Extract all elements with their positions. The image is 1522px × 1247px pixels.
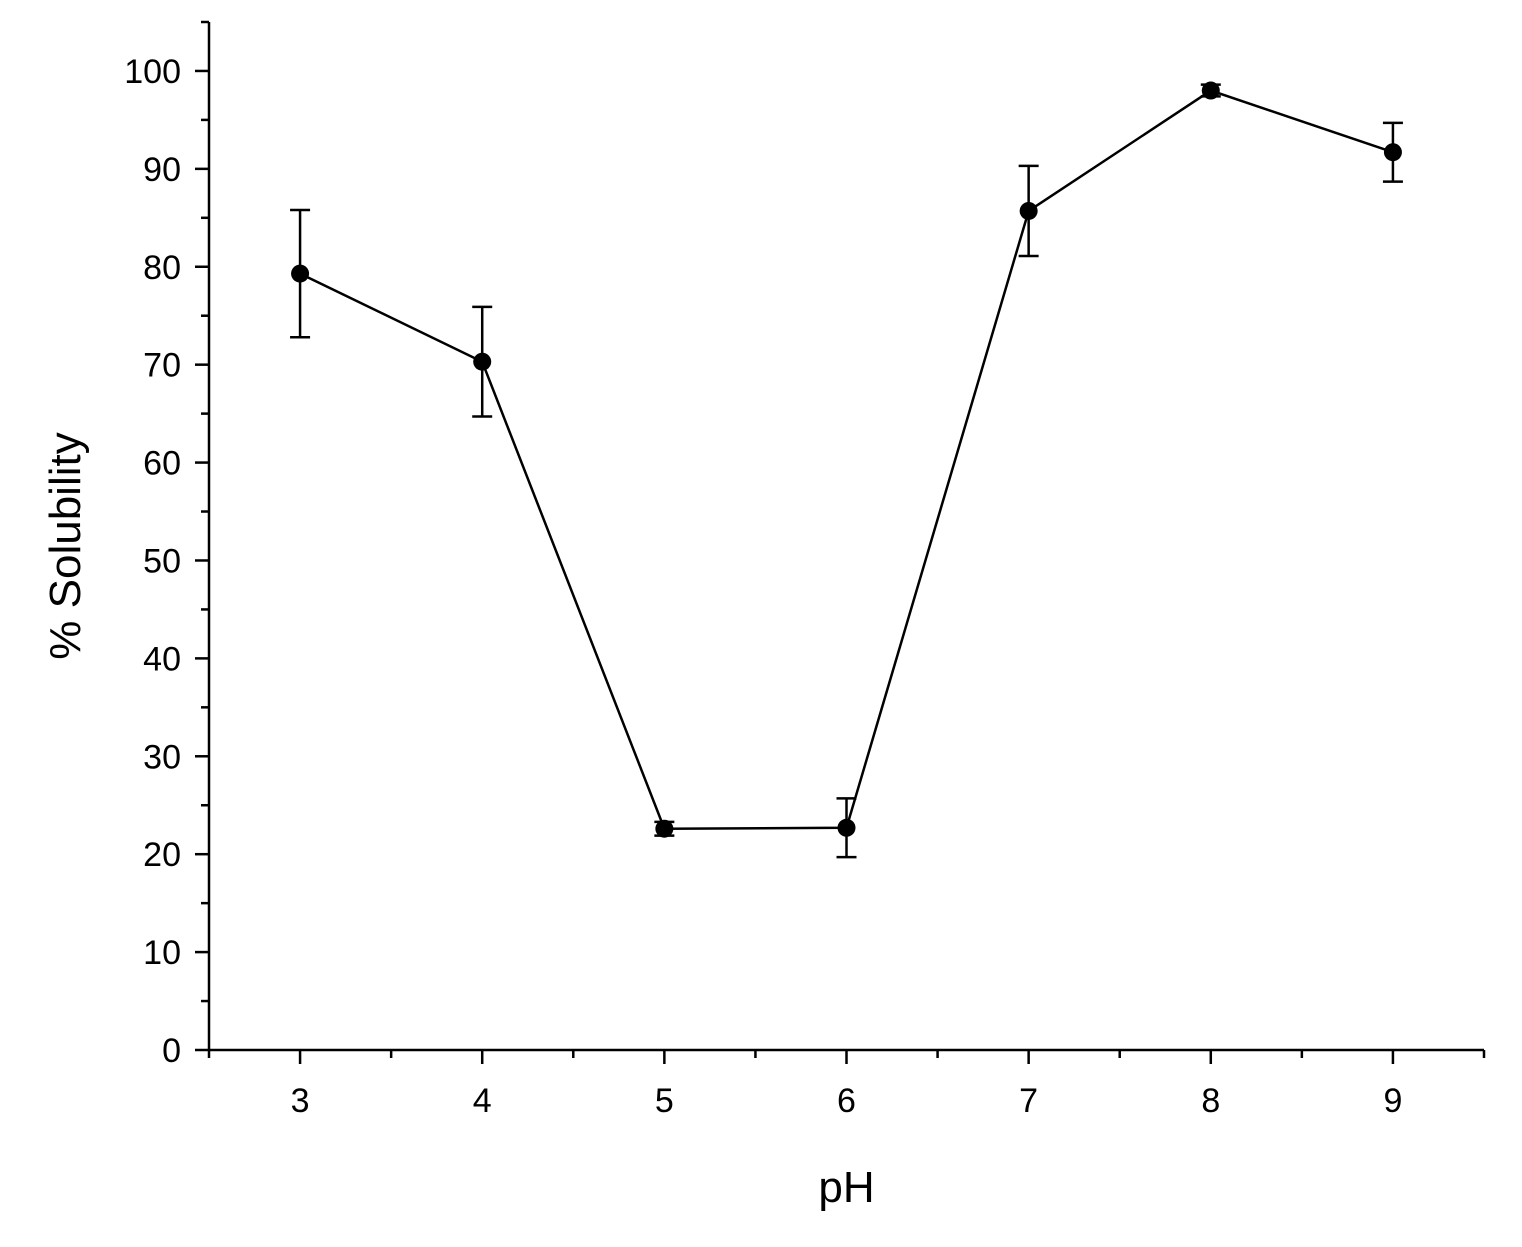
y-tick-label: 0: [162, 1032, 181, 1070]
data-point: [1019, 201, 1038, 220]
x-tick-label: 4: [473, 1082, 492, 1120]
data-point: [655, 819, 674, 838]
y-tick-label: 40: [143, 640, 181, 678]
y-tick-label: 100: [124, 53, 181, 91]
data-point: [473, 352, 492, 371]
x-tick-label: 5: [655, 1082, 674, 1120]
x-tick-label: 3: [291, 1082, 310, 1120]
y-tick-label: 30: [143, 738, 181, 776]
y-tick-label: 90: [143, 151, 181, 189]
y-tick-label: 60: [143, 445, 181, 483]
x-tick-label: 6: [837, 1082, 856, 1120]
y-axis-ticks: 0 10 20 30 40 50 60 70 80 90 100: [124, 20, 209, 1070]
x-tick-label: 9: [1383, 1082, 1402, 1120]
data-point: [1383, 143, 1402, 162]
x-tick-label: 8: [1201, 1082, 1220, 1120]
x-axis-title: pH: [818, 1163, 874, 1212]
y-tick-label: 20: [143, 836, 181, 874]
data-series: [290, 81, 1403, 859]
axes: [207, 22, 1484, 1052]
x-axis-ticks: 3 4 5 6 7 8 9: [207, 1050, 1486, 1120]
data-point: [1201, 81, 1220, 100]
y-tick-label: 80: [143, 249, 181, 287]
y-tick-label: 50: [143, 542, 181, 580]
y-axis-title: % Solubility: [41, 432, 90, 659]
series-line: [299, 89, 1394, 830]
y-tick-label: 70: [143, 347, 181, 385]
data-point: [837, 818, 856, 837]
x-tick-label: 7: [1019, 1082, 1038, 1120]
data-point: [291, 264, 310, 283]
y-tick-label: 10: [143, 934, 181, 972]
